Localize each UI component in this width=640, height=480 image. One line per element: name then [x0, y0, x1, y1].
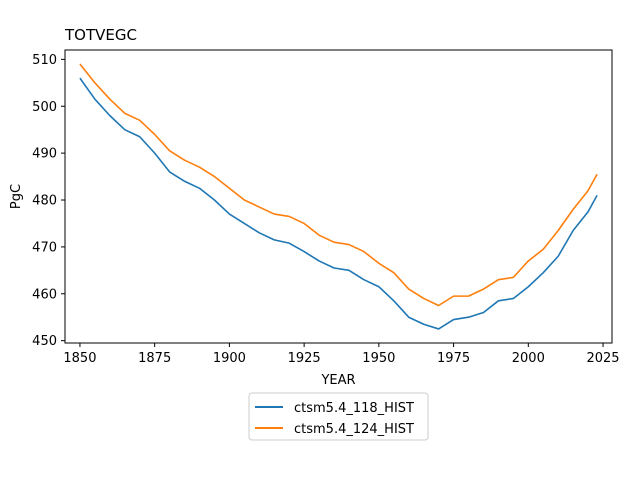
y-tick-label: 490	[32, 147, 57, 162]
y-tick-label: 500	[32, 100, 57, 115]
legend-label-2: ctsm5.4_124_HIST	[294, 422, 414, 437]
y-tick-label: 480	[32, 194, 57, 209]
plot-area	[64, 49, 613, 344]
plot-frame	[64, 49, 613, 344]
x-tick-label: 1950	[362, 351, 395, 366]
legend-frame	[248, 392, 429, 441]
x-tick-label: 1875	[138, 351, 171, 366]
series-line-1	[79, 77, 598, 330]
x-tick-label: 1900	[213, 351, 246, 366]
x-tick-label: 1975	[437, 351, 470, 366]
x-axis: 1850 1875 1900 1925 1950 1975 2000 2025	[63, 343, 620, 366]
y-axis-label: PgC	[9, 184, 24, 209]
x-tick-label: 1850	[63, 351, 96, 366]
x-tick-label: 2000	[512, 351, 545, 366]
y-axis: 450 460 470 480 490 500 510	[32, 53, 65, 349]
y-tick-label: 460	[32, 287, 57, 302]
chart-title: TOTVEGC	[64, 26, 137, 44]
x-tick-label: 1925	[288, 351, 321, 366]
x-axis-label: YEAR	[320, 373, 355, 388]
x-tick-label: 2025	[586, 351, 619, 366]
y-tick-label: 470	[32, 240, 57, 255]
legend: ctsm5.4_118_HIST ctsm5.4_124_HIST	[248, 392, 429, 441]
series-group	[79, 63, 598, 330]
series-line-2	[79, 63, 598, 307]
legend-label-1: ctsm5.4_118_HIST	[294, 401, 414, 416]
y-tick-label: 510	[32, 53, 57, 68]
y-tick-label: 450	[32, 334, 57, 349]
